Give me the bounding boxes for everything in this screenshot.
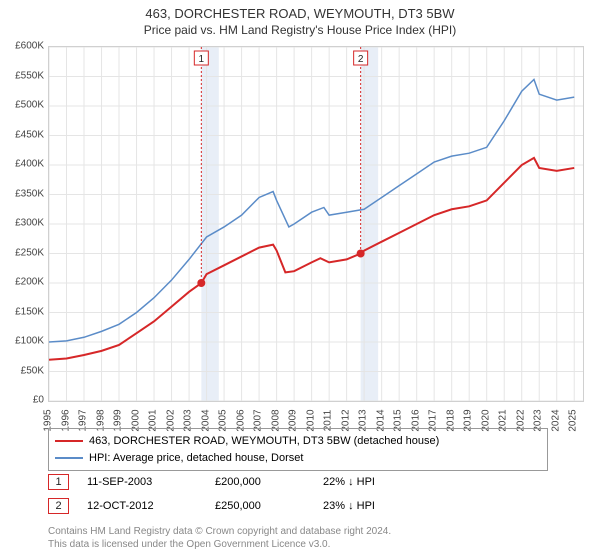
y-tick-label: £400K xyxy=(15,159,44,170)
legend: 463, DORCHESTER ROAD, WEYMOUTH, DT3 5BW … xyxy=(48,428,548,471)
y-tick-label: £250K xyxy=(15,247,44,258)
event-price: £250,000 xyxy=(215,500,305,512)
event-row: 2 12-OCT-2012 £250,000 23% ↓ HPI xyxy=(48,494,548,518)
y-tick-label: £50K xyxy=(21,365,44,376)
event-date: 11-SEP-2003 xyxy=(87,476,197,488)
legend-label: HPI: Average price, detached house, Dors… xyxy=(89,450,303,467)
legend-label: 463, DORCHESTER ROAD, WEYMOUTH, DT3 5BW … xyxy=(89,433,439,450)
price-chart: 12 xyxy=(48,46,584,402)
y-tick-label: £600K xyxy=(15,41,44,52)
event-delta: 23% ↓ HPI xyxy=(323,500,375,512)
footer-attribution: Contains HM Land Registry data © Crown c… xyxy=(48,525,391,551)
x-tick-label: 2024 xyxy=(550,409,561,431)
page-title: 463, DORCHESTER ROAD, WEYMOUTH, DT3 5BW xyxy=(0,0,600,23)
svg-text:2: 2 xyxy=(358,54,364,65)
svg-text:1: 1 xyxy=(199,54,205,65)
legend-swatch xyxy=(55,440,83,442)
y-tick-label: £550K xyxy=(15,70,44,81)
event-date: 12-OCT-2012 xyxy=(87,500,197,512)
y-tick-label: £200K xyxy=(15,277,44,288)
legend-row: 463, DORCHESTER ROAD, WEYMOUTH, DT3 5BW … xyxy=(55,433,541,450)
event-marker: 1 xyxy=(48,474,69,490)
legend-row: HPI: Average price, detached house, Dors… xyxy=(55,450,541,467)
x-tick-label: 2025 xyxy=(568,409,579,431)
y-tick-label: £500K xyxy=(15,100,44,111)
y-tick-label: £100K xyxy=(15,336,44,347)
legend-swatch xyxy=(55,457,83,459)
event-marker: 2 xyxy=(48,498,69,514)
footer-line: Contains HM Land Registry data © Crown c… xyxy=(48,525,391,538)
footer-line: This data is licensed under the Open Gov… xyxy=(48,538,391,551)
event-delta: 22% ↓ HPI xyxy=(323,476,375,488)
y-tick-label: £300K xyxy=(15,218,44,229)
y-tick-label: £150K xyxy=(15,306,44,317)
event-price: £200,000 xyxy=(215,476,305,488)
y-tick-label: £450K xyxy=(15,129,44,140)
y-tick-label: £0 xyxy=(33,395,44,406)
page-subtitle: Price paid vs. HM Land Registry's House … xyxy=(0,23,600,41)
y-tick-label: £350K xyxy=(15,188,44,199)
event-row: 1 11-SEP-2003 £200,000 22% ↓ HPI xyxy=(48,470,548,494)
events-table: 1 11-SEP-2003 £200,000 22% ↓ HPI 2 12-OC… xyxy=(48,470,548,518)
